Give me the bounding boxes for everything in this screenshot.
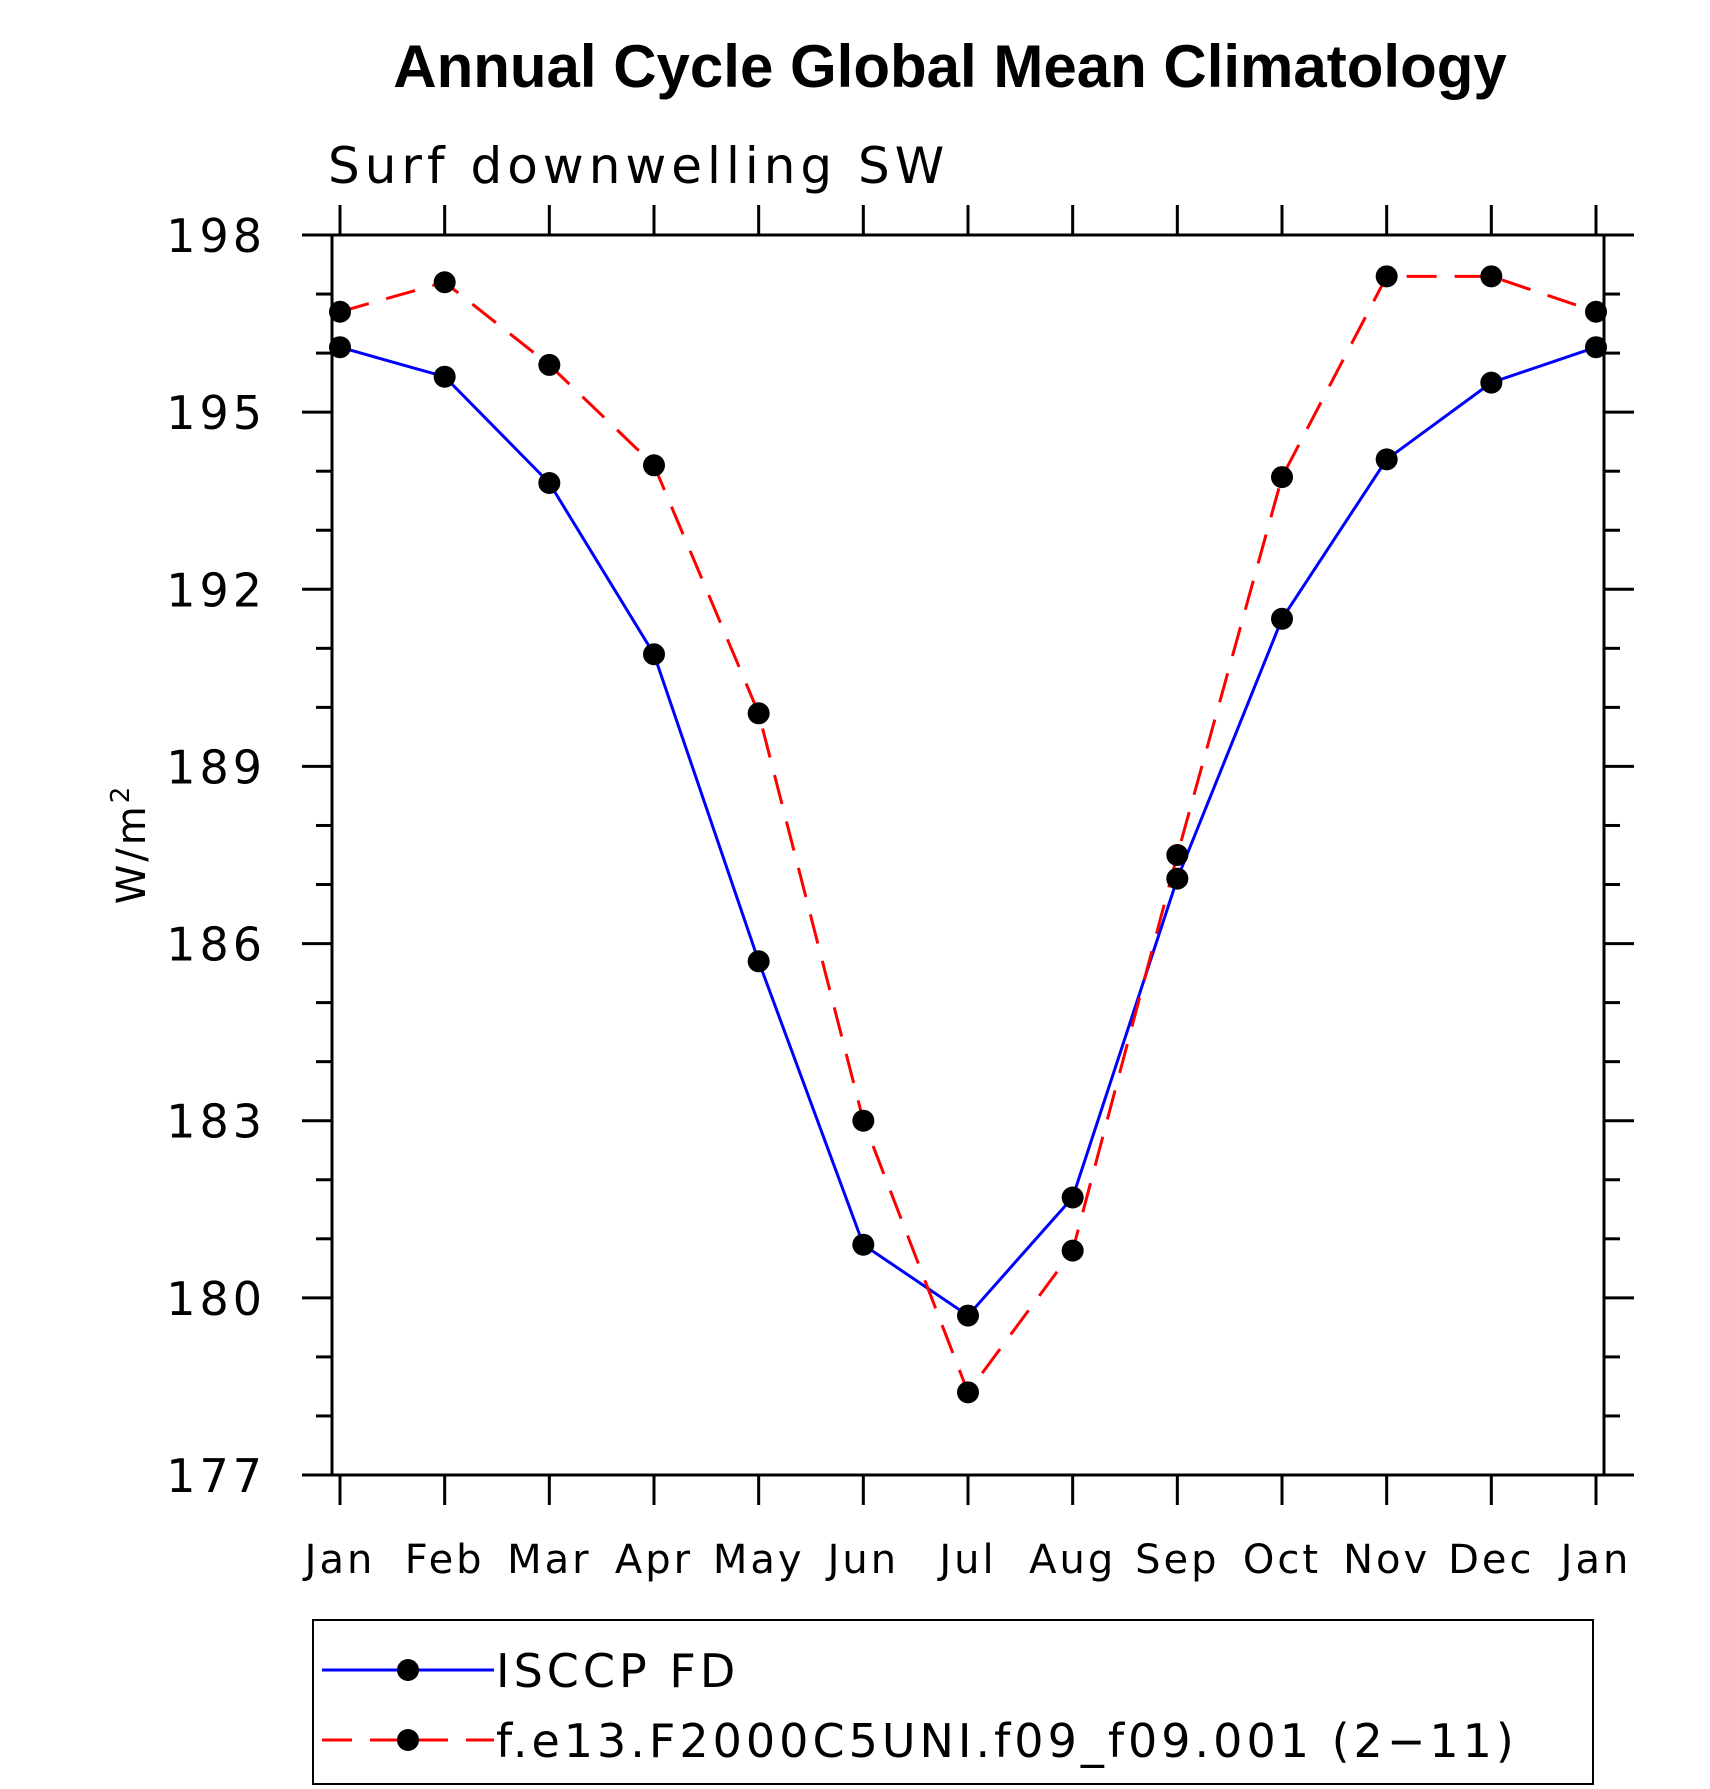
data-point bbox=[1480, 371, 1503, 394]
data-point bbox=[747, 702, 770, 725]
legend-entry-1: ISCCP FD bbox=[322, 1644, 739, 1698]
data-point bbox=[1375, 265, 1398, 288]
x-tick-label: Jan bbox=[302, 1537, 376, 1583]
data-point bbox=[747, 950, 770, 973]
legend-label: f.e13.F2000C5UNI.f09_f09.001 (2−11) bbox=[496, 1714, 1518, 1768]
y-axis: 177 180 183 186 189 192 195 198 bbox=[166, 209, 1634, 1503]
data-point bbox=[957, 1381, 979, 1404]
data-point bbox=[538, 472, 561, 494]
chart-title: Annual Cycle Global Mean Climatology bbox=[393, 33, 1507, 100]
data-point bbox=[1585, 336, 1607, 359]
legend: ISCCP FD f.e13.F2000C5UNI.f09_f09.001 (2−… bbox=[312, 1619, 1594, 1785]
data-point bbox=[433, 365, 456, 388]
series-2-markers bbox=[329, 265, 1607, 1404]
y-axis-label-superscript: 2 bbox=[106, 784, 136, 804]
data-point bbox=[643, 454, 665, 477]
x-tick-label: Jun bbox=[825, 1537, 900, 1583]
series-1-markers bbox=[329, 336, 1607, 1327]
data-point bbox=[852, 1109, 875, 1132]
legend-box bbox=[312, 1619, 1594, 1785]
x-tick-label: Dec bbox=[1448, 1537, 1534, 1583]
x-tick-label: Feb bbox=[405, 1537, 485, 1583]
data-point bbox=[1271, 466, 1293, 489]
data-point bbox=[1271, 607, 1293, 630]
data-point bbox=[1480, 265, 1503, 288]
series-layer bbox=[329, 265, 1607, 1404]
x-tick-label: Sep bbox=[1135, 1537, 1219, 1583]
x-axis: Jan Feb Mar Apr May Jun Jul Aug Sep Oct Nov Dec Jan bbox=[302, 205, 1632, 1583]
data-point bbox=[433, 271, 456, 294]
x-tick-label: Jan bbox=[1558, 1537, 1632, 1583]
legend-entry-2: f.e13.F2000C5UNI.f09_f09.001 (2−11) bbox=[322, 1714, 1518, 1768]
plot-frame bbox=[330, 233, 1606, 1477]
y-tick-label: 195 bbox=[166, 386, 266, 440]
y-tick-label: 180 bbox=[166, 1272, 266, 1326]
y-axis-label: W/m2 bbox=[106, 784, 155, 905]
y-tick-label: 189 bbox=[166, 740, 266, 794]
y-tick-label: 198 bbox=[166, 209, 266, 263]
x-tick-label: Oct bbox=[1243, 1537, 1321, 1583]
data-point bbox=[329, 300, 351, 323]
data-point bbox=[1166, 844, 1189, 866]
data-point bbox=[957, 1304, 979, 1327]
chart-subtitle: Surf downwelling SW bbox=[328, 137, 949, 195]
legend-label: ISCCP FD bbox=[496, 1644, 739, 1698]
y-tick-label: 177 bbox=[166, 1449, 266, 1503]
x-tick-label: Aug bbox=[1029, 1537, 1116, 1583]
legend-marker bbox=[397, 1729, 419, 1751]
series-line bbox=[339, 345, 1597, 1318]
y-tick-label: 183 bbox=[166, 1095, 266, 1149]
y-tick-label: 186 bbox=[166, 918, 266, 972]
y-axis-label-text: W/m bbox=[109, 803, 155, 904]
data-point bbox=[852, 1233, 875, 1256]
data-point bbox=[1375, 448, 1398, 471]
x-tick-label: Apr bbox=[615, 1537, 693, 1583]
x-tick-label: Nov bbox=[1343, 1537, 1430, 1583]
series-1 bbox=[339, 345, 1597, 1318]
data-point bbox=[1061, 1239, 1084, 1262]
y-tick-label: 192 bbox=[166, 563, 266, 617]
x-tick-label: Jul bbox=[936, 1537, 996, 1583]
plot-border bbox=[330, 233, 1606, 1477]
data-point bbox=[1166, 867, 1189, 890]
data-point bbox=[538, 353, 561, 376]
legend-marker bbox=[397, 1659, 419, 1681]
x-tick-label: May bbox=[713, 1537, 805, 1583]
data-point bbox=[329, 336, 351, 359]
data-point bbox=[643, 643, 665, 666]
data-point bbox=[1585, 300, 1607, 323]
x-tick-label: Mar bbox=[507, 1537, 591, 1583]
data-point bbox=[1061, 1186, 1084, 1209]
